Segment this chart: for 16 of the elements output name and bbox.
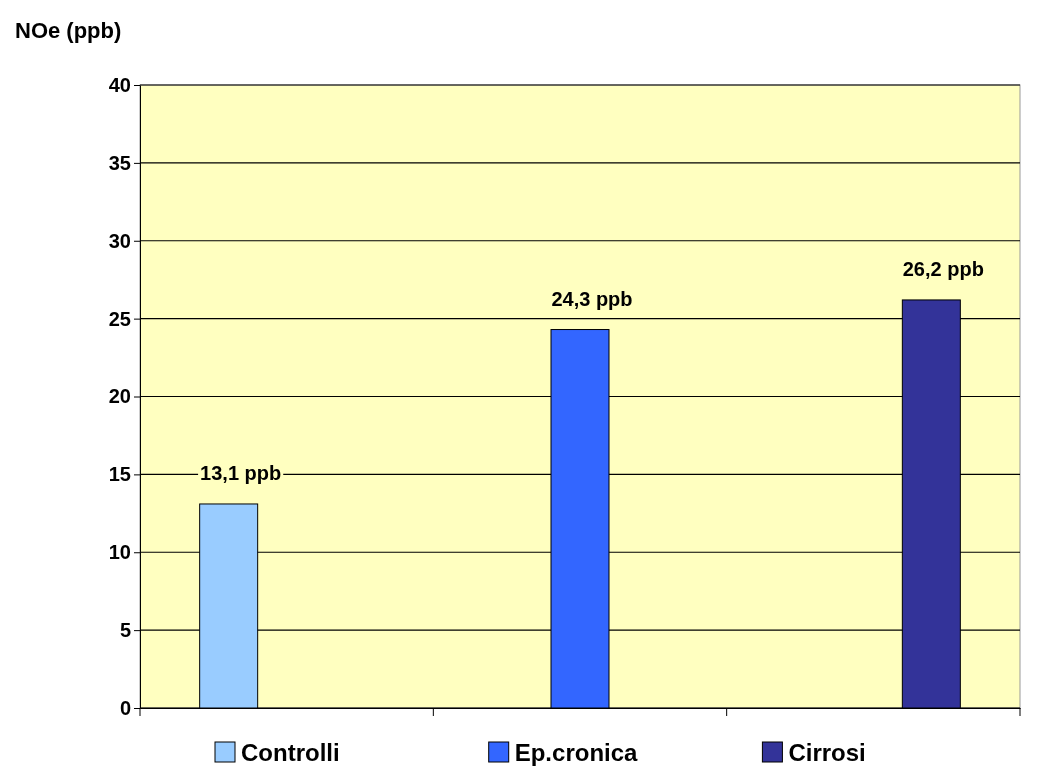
- data-label: 26,2 ppb: [902, 257, 984, 280]
- y-tick-label: 30: [108, 229, 131, 252]
- y-tick-label: 10: [108, 541, 131, 564]
- data-label: 24,3 ppb: [551, 287, 633, 310]
- y-tick-label: 20: [108, 385, 131, 408]
- y-axis-title: NOe (ppb): [15, 18, 122, 43]
- y-tick-label: 5: [119, 619, 131, 642]
- legend-label: Cirrosi: [788, 739, 866, 766]
- data-label: 13,1 ppb: [200, 461, 282, 484]
- y-tick-label: 15: [108, 463, 131, 486]
- legend-label: Controlli: [241, 739, 340, 766]
- y-tick-label: 0: [119, 696, 131, 719]
- y-tick-label: 25: [108, 307, 131, 330]
- y-tick-label: 40: [108, 73, 131, 96]
- legend-label: Ep.cronica: [514, 739, 639, 766]
- y-tick-label: 35: [108, 151, 131, 174]
